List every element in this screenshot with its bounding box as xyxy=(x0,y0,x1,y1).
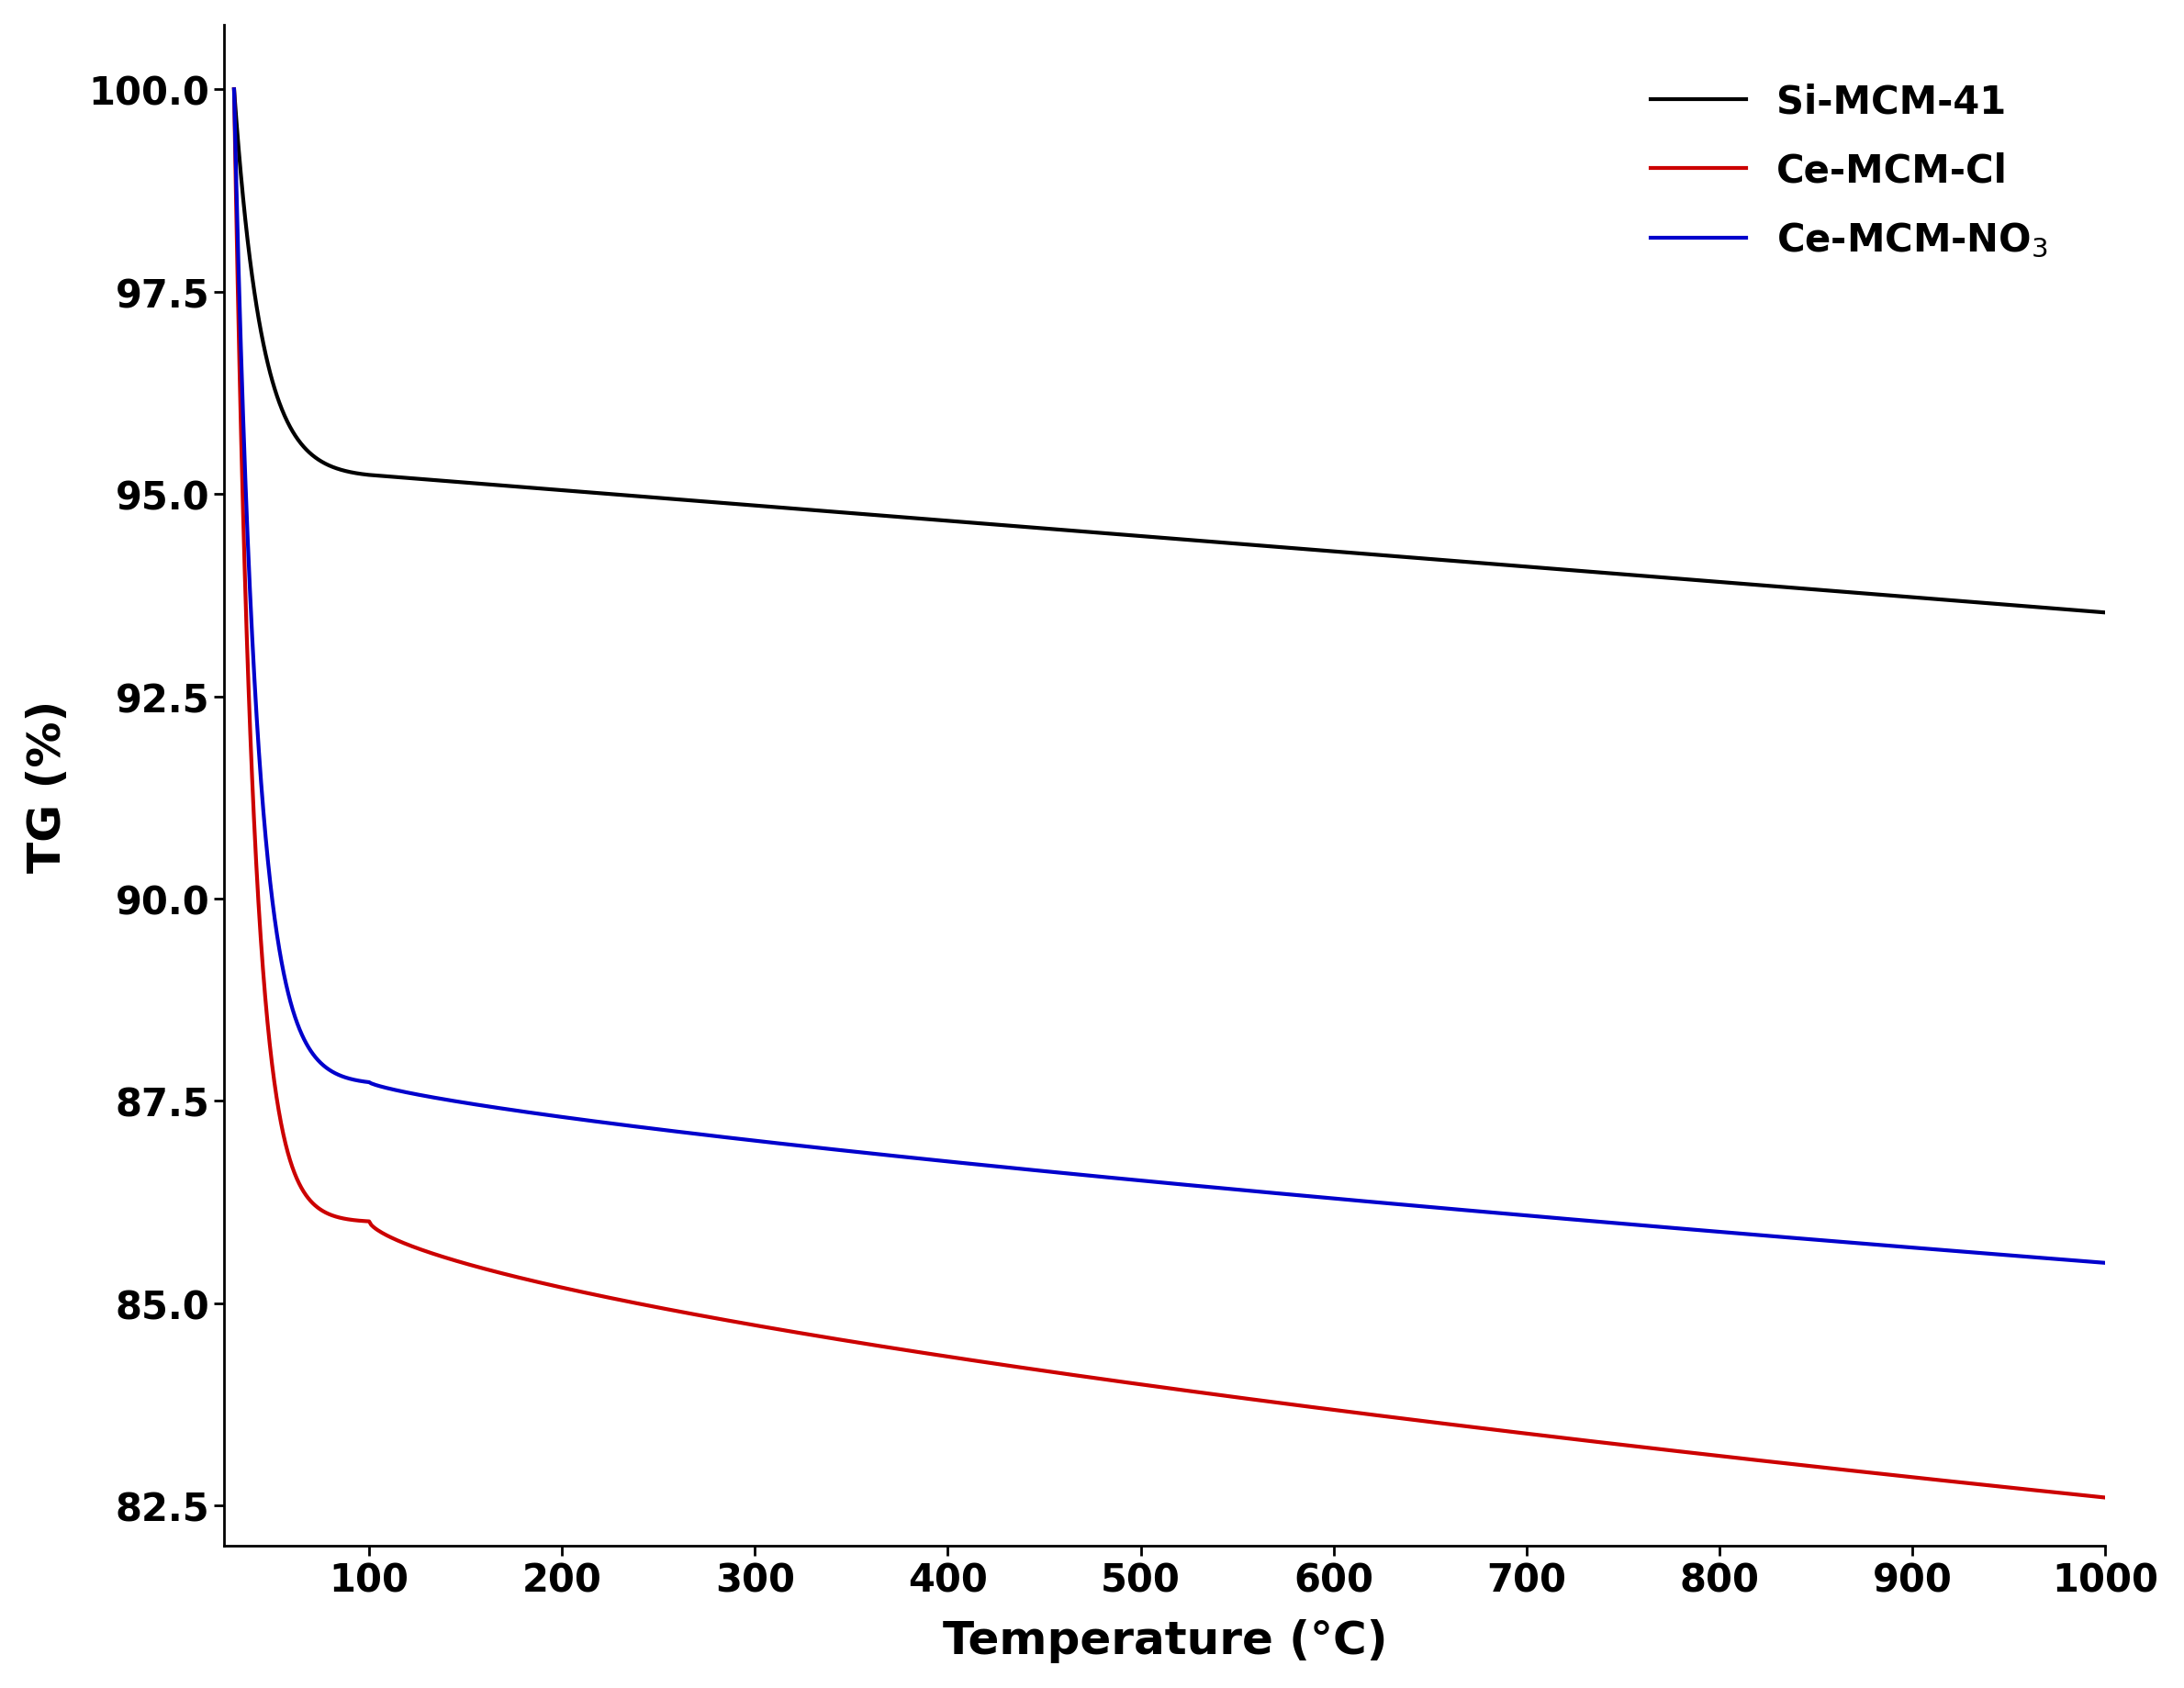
Ce-MCM-NO$_3$ xyxy=(463,1094,489,1114)
Si-MCM-41 xyxy=(221,79,247,100)
Ce-MCM-NO$_3$ xyxy=(815,1139,841,1160)
Line: Ce-MCM-Cl: Ce-MCM-Cl xyxy=(234,89,2105,1497)
Line: Si-MCM-41: Si-MCM-41 xyxy=(234,89,2105,613)
Ce-MCM-Cl xyxy=(221,79,247,100)
Ce-MCM-NO$_3$ xyxy=(1507,1205,1533,1225)
Ce-MCM-Cl xyxy=(1867,1463,1894,1484)
Ce-MCM-Cl xyxy=(815,1328,841,1349)
Ce-MCM-NO$_3$ xyxy=(2092,1252,2118,1273)
Ce-MCM-Cl xyxy=(1666,1442,1693,1462)
Si-MCM-41 xyxy=(1867,586,1894,606)
Y-axis label: TG (%): TG (%) xyxy=(26,699,70,873)
Line: Ce-MCM-NO$_3$: Ce-MCM-NO$_3$ xyxy=(234,89,2105,1263)
Ce-MCM-Cl xyxy=(1507,1423,1533,1443)
X-axis label: Temperature (°C): Temperature (°C) xyxy=(943,1619,1387,1663)
Ce-MCM-NO$_3$ xyxy=(221,79,247,100)
Ce-MCM-NO$_3$ xyxy=(1867,1236,1894,1256)
Si-MCM-41 xyxy=(815,501,841,522)
Si-MCM-41 xyxy=(2092,603,2118,623)
Si-MCM-41 xyxy=(806,501,832,522)
Ce-MCM-Cl xyxy=(463,1256,489,1276)
Ce-MCM-Cl xyxy=(2092,1487,2118,1507)
Si-MCM-41 xyxy=(1666,569,1693,589)
Legend: Si-MCM-41, Ce-MCM-Cl, Ce-MCM-NO$_3$: Si-MCM-41, Ce-MCM-Cl, Ce-MCM-NO$_3$ xyxy=(1612,44,2086,299)
Si-MCM-41 xyxy=(463,474,489,495)
Si-MCM-41 xyxy=(1507,557,1533,577)
Ce-MCM-NO$_3$ xyxy=(806,1138,832,1158)
Ce-MCM-Cl xyxy=(806,1327,832,1347)
Ce-MCM-NO$_3$ xyxy=(1666,1219,1693,1239)
